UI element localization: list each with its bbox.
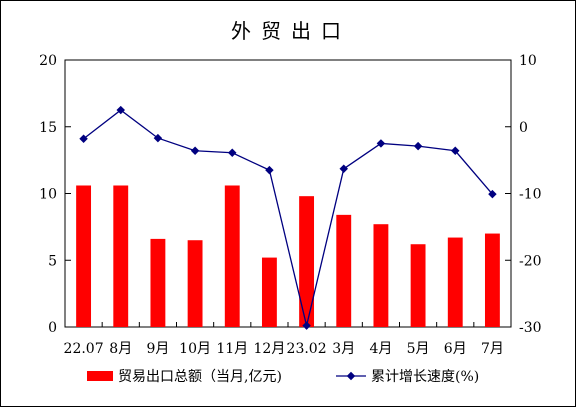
chart-title: 外贸出口: [231, 19, 351, 43]
left-axis: 0 5 10 15 20: [39, 53, 71, 336]
x-tick-label: 3月: [332, 341, 355, 357]
bar: [187, 240, 203, 327]
line-point: [451, 146, 460, 156]
line-point: [265, 165, 274, 175]
line-point: [488, 189, 497, 199]
line-path: [83, 109, 493, 326]
bar: [76, 185, 92, 327]
bar: [447, 237, 463, 327]
bar: [336, 214, 352, 327]
x-tick-label: 7月: [481, 341, 504, 357]
line-point: [339, 164, 348, 174]
x-axis: 22.07 8月 9月 10月 11月 12月 23.02 3月 4月 5月 6月 7月: [64, 322, 512, 357]
x-tick-label: 8月: [109, 341, 132, 357]
line-point: [376, 139, 386, 148]
left-tick-label: 10: [39, 187, 57, 203]
right-tick-label: 0: [519, 120, 528, 136]
x-tick-label: 11月: [216, 341, 248, 357]
bar: [150, 238, 166, 327]
right-tick-label: -10: [519, 187, 542, 203]
left-tick-label: 15: [39, 120, 57, 136]
bar: [224, 185, 240, 327]
x-tick-label: 22.07: [64, 341, 104, 357]
bar: [299, 196, 315, 327]
line-point: [302, 321, 311, 330]
legend-line-label: 累计增长速度(%): [371, 369, 479, 385]
line-point: [190, 146, 200, 156]
legend-bar-swatch: [87, 371, 113, 381]
bar: [113, 185, 129, 327]
x-tick-label: 6月: [444, 341, 467, 357]
x-tick-label: 23.02: [287, 341, 327, 357]
right-tick-label: -30: [519, 320, 542, 336]
line-point: [153, 133, 163, 143]
line-series: [79, 105, 497, 330]
x-tick-label: 5月: [407, 341, 430, 357]
x-tick-label: 10月: [179, 341, 211, 357]
x-tick-label: 12月: [254, 341, 286, 357]
left-tick-label: 5: [48, 253, 57, 269]
right-tick-label: -20: [519, 253, 542, 269]
left-tick-label: 20: [39, 53, 57, 69]
left-tick-label: 0: [48, 320, 57, 336]
bar: [484, 233, 500, 327]
line-point: [228, 148, 237, 158]
line-point: [413, 141, 423, 151]
x-tick-label: 4月: [369, 341, 392, 357]
line-point: [79, 134, 88, 144]
legend-line-marker: [346, 371, 356, 381]
right-axis: -30 -20 -10 0 10: [505, 53, 542, 336]
legend-bar-label: 贸易出口总额（当月,亿元): [118, 369, 282, 385]
line-point: [116, 105, 125, 115]
bar-series: [76, 185, 500, 327]
x-tick-label: 9月: [146, 341, 169, 357]
bar: [373, 224, 389, 327]
bar: [261, 257, 277, 327]
right-tick-label: 10: [519, 53, 537, 69]
bar: [410, 244, 426, 327]
legend: 贸易出口总额（当月,亿元) 累计增长速度(%): [87, 369, 479, 385]
